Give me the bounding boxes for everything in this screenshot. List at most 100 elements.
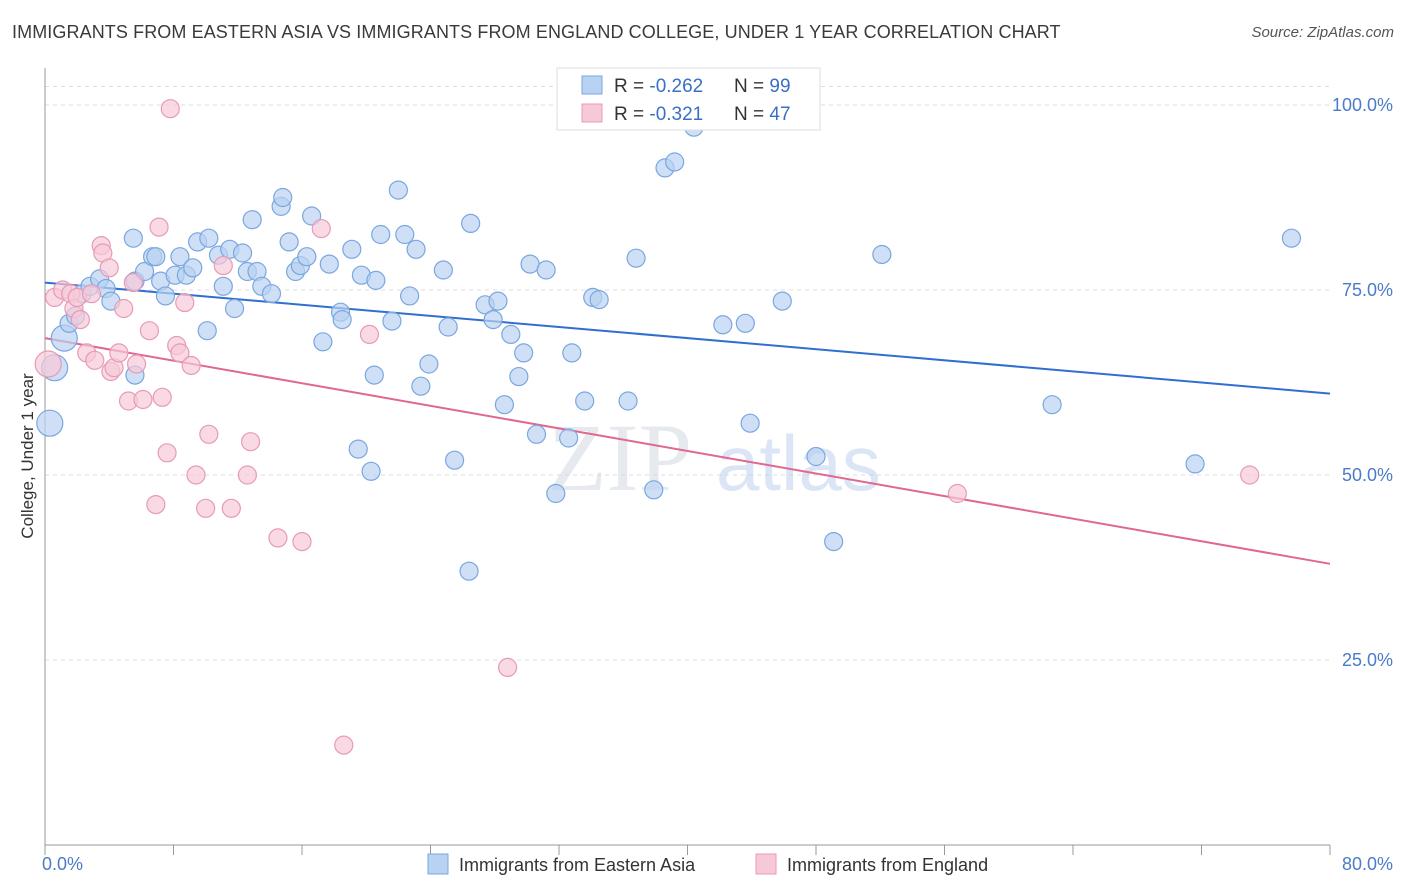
eastern-asia-point-93 bbox=[872, 244, 892, 265]
stats-r-label-eastern-asia: R = bbox=[614, 76, 649, 97]
eastern-asia-point-37 bbox=[279, 232, 299, 252]
england-point-20 bbox=[133, 389, 153, 410]
legend-swatch-eastern-asia bbox=[427, 853, 449, 875]
eastern-asia-point-42 bbox=[313, 332, 333, 352]
eastern-asia-point-28 bbox=[224, 298, 245, 319]
eastern-asia-point-74 bbox=[536, 260, 556, 280]
england-point-35 bbox=[221, 498, 241, 518]
eastern-asia-point-55 bbox=[395, 224, 415, 245]
eastern-asia-point-87 bbox=[713, 315, 733, 335]
england-point-0 bbox=[34, 350, 62, 378]
eastern-asia-point-69 bbox=[501, 324, 521, 344]
trend-lines bbox=[44, 281, 1331, 565]
eastern-asia-point-71 bbox=[514, 343, 534, 363]
eastern-asia-point-53 bbox=[382, 311, 402, 331]
england-point-24 bbox=[152, 387, 172, 407]
chart-title: IMMIGRANTS FROM EASTERN ASIA VS IMMIGRAN… bbox=[12, 22, 1061, 42]
england-point-40 bbox=[311, 218, 331, 239]
eastern-asia-point-63 bbox=[459, 561, 479, 581]
england-point-37 bbox=[241, 432, 261, 452]
england-point-36 bbox=[237, 465, 257, 485]
england-point-46 bbox=[1240, 465, 1260, 485]
england-point-43 bbox=[498, 657, 518, 678]
watermark-zip: ZIP bbox=[548, 404, 692, 511]
axes bbox=[44, 68, 1331, 855]
eastern-asia-point-96 bbox=[1281, 228, 1302, 248]
eastern-asia-point-17 bbox=[155, 286, 176, 306]
england-point-41 bbox=[334, 735, 354, 755]
eastern-asia-point-40 bbox=[297, 247, 317, 267]
stats-swatch-england bbox=[581, 103, 603, 123]
england-point-21 bbox=[139, 321, 160, 341]
eastern-asia-point-49 bbox=[361, 461, 381, 481]
eastern-asia-point-95 bbox=[1185, 454, 1205, 474]
eastern-asia-point-57 bbox=[406, 239, 426, 259]
eastern-asia-point-59 bbox=[419, 354, 439, 374]
england-point-30 bbox=[181, 355, 201, 376]
watermark-atlas: atlas bbox=[716, 419, 881, 507]
stats-r-value-eastern-asia: -0.262 bbox=[649, 76, 703, 97]
england-point-8 bbox=[81, 284, 102, 304]
eastern-asia-point-90 bbox=[772, 291, 792, 311]
england-point-38 bbox=[268, 528, 288, 548]
y-tick-label-75: 75.0% bbox=[1342, 280, 1393, 300]
eastern-asia-point-29 bbox=[232, 243, 253, 263]
stats-row-england: R = -0.321 N = 47 bbox=[614, 104, 791, 125]
eastern-asia-point-60 bbox=[433, 260, 453, 280]
stats-n-label-england: N = bbox=[734, 104, 769, 125]
eastern-asia-point-61 bbox=[438, 317, 458, 337]
stats-legend: R = -0.262 N = 99 R = -0.321 N = 47 bbox=[556, 67, 821, 131]
stats-swatch-eastern-asia bbox=[581, 75, 603, 95]
eastern-asia-point-46 bbox=[342, 239, 362, 259]
source-attribution: Source: ZipAtlas.com bbox=[1251, 24, 1394, 41]
england-point-39 bbox=[292, 531, 312, 552]
england-point-16 bbox=[114, 298, 134, 319]
england-point-42 bbox=[359, 324, 380, 344]
england-point-18 bbox=[123, 273, 143, 293]
stats-row-eastern-asia: R = -0.262 N = 99 bbox=[614, 76, 791, 97]
eastern-asia-point-23 bbox=[197, 321, 217, 341]
y-tick-label-25: 25.0% bbox=[1342, 650, 1393, 670]
eastern-asia-point-70 bbox=[509, 366, 529, 387]
eastern-asia-point-66 bbox=[483, 310, 503, 330]
eastern-asia-point-92 bbox=[824, 531, 844, 552]
y-tick-labels: 25.0% 50.0% 75.0% 100.0% bbox=[1332, 95, 1393, 670]
legend-label-eastern-asia: Immigrants from Eastern Asia bbox=[459, 855, 696, 875]
england-point-32 bbox=[196, 498, 216, 518]
eastern-asia-point-24 bbox=[199, 228, 219, 248]
eastern-asia-point-51 bbox=[366, 270, 386, 290]
legend-swatch-england bbox=[755, 853, 777, 875]
eastern-asia-point-45 bbox=[332, 310, 352, 330]
eastern-asia-point-36 bbox=[273, 187, 293, 208]
england-point-34 bbox=[213, 255, 233, 276]
legend-label-england: Immigrants from England bbox=[787, 855, 988, 875]
eastern-asia-point-21 bbox=[183, 258, 203, 278]
england-point-23 bbox=[149, 217, 169, 237]
eastern-asia-point-54 bbox=[388, 180, 408, 200]
england-point-45 bbox=[947, 483, 967, 504]
series-england-points bbox=[34, 95, 1260, 755]
stats-n-value-england: 47 bbox=[769, 104, 790, 125]
stats-r-label-england: R = bbox=[614, 104, 649, 125]
stats-r-value-england: -0.321 bbox=[649, 104, 703, 125]
eastern-asia-point-89 bbox=[740, 413, 760, 433]
series-legend: Immigrants from Eastern Asia Immigrants … bbox=[427, 853, 988, 875]
england-point-31 bbox=[186, 465, 206, 485]
england-point-28 bbox=[170, 343, 190, 363]
eastern-asia-point-75 bbox=[546, 483, 566, 504]
england-point-9 bbox=[85, 350, 105, 370]
england-point-22 bbox=[146, 495, 166, 515]
eastern-asia-point-34 bbox=[261, 284, 282, 304]
england-point-33 bbox=[199, 424, 219, 444]
eastern-asia-point-81 bbox=[618, 391, 638, 411]
eastern-asia-point-10 bbox=[123, 228, 143, 248]
eastern-asia-point-78 bbox=[575, 391, 595, 411]
eastern-asia-point-26 bbox=[213, 276, 233, 296]
eastern-asia-point-19 bbox=[170, 247, 190, 267]
eastern-asia-point-85 bbox=[665, 152, 685, 172]
eastern-asia-point-72 bbox=[520, 254, 540, 274]
eastern-asia-point-15 bbox=[146, 247, 166, 267]
eastern-asia-point-0 bbox=[36, 409, 64, 437]
england-point-19 bbox=[126, 354, 147, 374]
